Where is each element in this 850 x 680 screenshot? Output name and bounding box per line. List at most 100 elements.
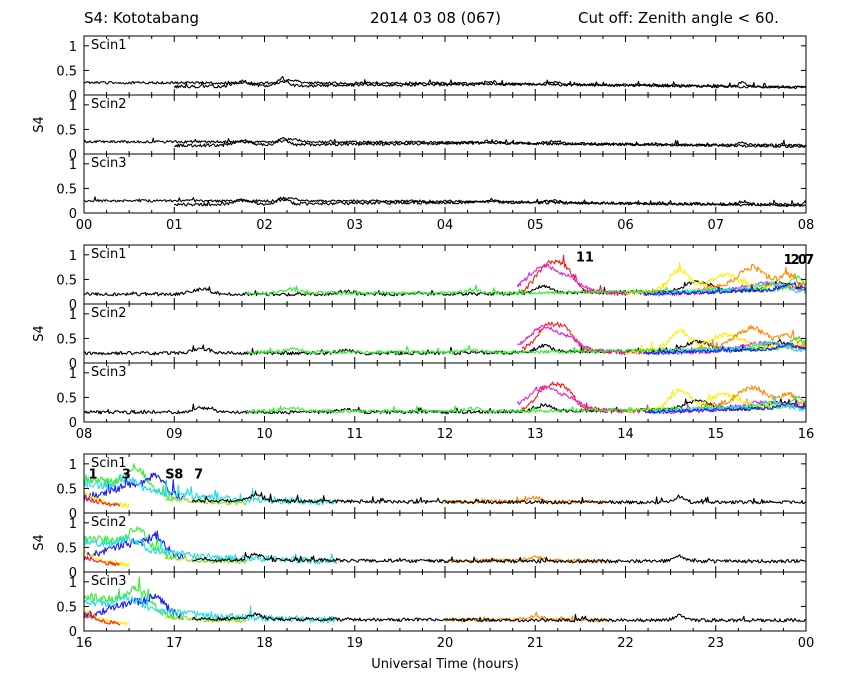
y-tick-label: 1: [69, 517, 77, 532]
x-tick-label-01: 01: [166, 218, 183, 233]
x-tick-label-02: 02: [256, 218, 273, 233]
y-tick-label: 0.5: [56, 391, 77, 406]
y-axis-label: S4: [32, 325, 47, 342]
x-tick-label-20: 20: [437, 636, 454, 651]
series-line-g1-p0-s6: [652, 280, 807, 297]
y-tick-label: 1: [69, 458, 77, 473]
series-line-g1-p0-s4: [697, 263, 807, 293]
satellite-label-1-0: 11: [576, 250, 594, 265]
y-tick-label: 1: [69, 158, 77, 173]
series-line-g2-p0-s0: [83, 463, 175, 502]
x-axis-label: Universal Time (hours): [371, 657, 519, 672]
y-tick-label: 0.5: [56, 332, 77, 347]
series-line-g2-p0-s4: [83, 497, 121, 507]
y-tick-label: 1: [69, 40, 77, 55]
y-tick-label: 1: [69, 576, 77, 591]
satellite-label-1-2: 2: [791, 253, 800, 268]
x-tick-label-03: 03: [346, 218, 363, 233]
satellite-label-1-3: 0: [798, 253, 807, 268]
y-tick-label: 0.5: [56, 182, 77, 197]
x-tick-label-08: 08: [76, 427, 93, 442]
series-line-g2-p1-s7: [192, 552, 807, 564]
y-tick-label: 1: [69, 308, 77, 323]
series-line-g1-p1-s3: [625, 329, 807, 355]
series-line-g2-p2-s5: [165, 614, 247, 623]
panel-frame-g2-p1: [83, 512, 807, 573]
panel-label-scin1: Scin1: [91, 38, 127, 53]
series-line-g1-p1-s7: [643, 342, 807, 356]
y-tick-label: 1: [69, 367, 77, 382]
satellite-label-2-4: 7: [194, 468, 203, 483]
y-tick-label: 0.5: [56, 64, 77, 79]
panel-frame-g1-p2: [83, 362, 807, 423]
panel-label-scin2: Scin2: [91, 97, 127, 112]
series-line-g0-p2-s1: [83, 196, 807, 208]
x-tick-label-04: 04: [437, 218, 454, 233]
y-tick-label: 1: [69, 249, 77, 264]
panel-frame-g2-p2: [83, 571, 807, 632]
y-tick-label: 0: [69, 148, 77, 163]
y-tick-label: 0: [69, 507, 77, 522]
series-line-g1-p0-s1: [521, 254, 627, 297]
cutoff-label: Cut off: Zenith angle < 60.: [578, 9, 779, 27]
x-tick-label-19: 19: [346, 636, 363, 651]
x-tick-label-13: 13: [527, 427, 544, 442]
series-line-g2-p0-s3: [83, 491, 130, 509]
panel-label-scin3: Scin3: [91, 365, 127, 380]
satellite-label-2-0: 1: [89, 468, 98, 483]
y-axis-label: S4: [32, 116, 47, 133]
x-tick-label-22: 22: [617, 636, 634, 651]
series-line-g2-p0-s7: [191, 490, 807, 505]
panel-label-scin1: Scin1: [91, 456, 127, 471]
y-tick-label: 0.5: [56, 600, 77, 615]
x-tick-label-18: 18: [256, 636, 273, 651]
x-tick-label-21: 21: [527, 636, 544, 651]
series-line-g1-p2-s6: [652, 395, 807, 415]
y-tick-label: 0: [69, 298, 77, 313]
y-tick-label: 0: [69, 89, 77, 104]
x-tick-label-09: 09: [166, 427, 183, 442]
panel-frame-g1-p1: [83, 303, 807, 364]
x-tick-label-17: 17: [166, 636, 183, 651]
x-tick-label-12: 12: [437, 427, 454, 442]
series-line-g2-p2-s7: [191, 612, 807, 623]
y-tick-label: 0.5: [56, 541, 77, 556]
x-tick-label-23: 23: [707, 636, 724, 651]
series-line-g2-p1-s3: [83, 549, 130, 568]
series-line-g2-p1-s4: [83, 555, 121, 567]
y-tick-label: 0.5: [56, 273, 77, 288]
panel-label-scin3: Scin3: [91, 574, 127, 589]
series-line-g1-p0-s7: [643, 281, 807, 296]
series-line-g1-p1-s1: [521, 321, 626, 356]
panel-frame-g2-p0: [83, 453, 807, 514]
y-tick-label: 0: [69, 357, 77, 372]
x-tick-label-10: 10: [256, 427, 273, 442]
station-title: S4: Kototabang: [84, 9, 200, 27]
x-tick-label-00: 00: [798, 636, 815, 651]
satellite-label-2-3: 8: [174, 468, 183, 483]
satellite-label-2-2: S: [165, 468, 174, 483]
x-tick-label-06: 06: [617, 218, 634, 233]
series-line-g2-p1-s0: [83, 526, 175, 561]
x-tick-label-11: 11: [346, 427, 363, 442]
x-tick-label-16: 16: [798, 427, 815, 442]
y-tick-label: 0.5: [56, 482, 77, 497]
panel-label-scin2: Scin2: [91, 515, 127, 530]
y-tick-label: 0: [69, 207, 77, 222]
satellite-label-1-1: 1: [783, 253, 792, 268]
x-tick-label-14: 14: [617, 427, 634, 442]
series-line-g0-p1-s1: [83, 137, 806, 149]
y-axis-label: S4: [32, 534, 47, 551]
y-tick-label: 0.5: [56, 123, 77, 138]
y-tick-label: 0: [69, 566, 77, 581]
x-tick-label-16: 16: [76, 636, 93, 651]
date-label: 2014 03 08 (067): [370, 9, 501, 27]
y-tick-label: 0: [69, 416, 77, 431]
series-line-g2-p2-s4: [83, 611, 121, 626]
series-line-g1-p2-s7: [643, 399, 807, 414]
y-tick-label: 1: [69, 99, 77, 114]
series-line-g1-p2-s4: [697, 385, 807, 409]
x-tick-label-15: 15: [707, 427, 724, 442]
panel-label-scin3: Scin3: [91, 156, 127, 171]
